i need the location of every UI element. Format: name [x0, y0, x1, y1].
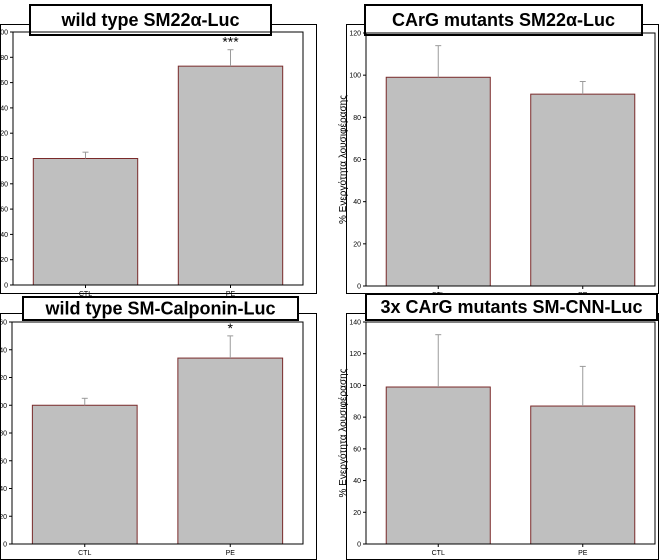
y-tick-label: 120 [349, 351, 361, 358]
chart-panel-4: 3x CArG mutants SM-CNN-Luc 0 20 40 60 80 100 12… [337, 293, 659, 560]
y-axis-label: % Ενεργότητα λουσιφέρασης [337, 95, 349, 224]
plot-area-frame [11, 321, 304, 545]
y-tick-label: 140 [0, 105, 8, 112]
y-tick-label: 200 [0, 30, 8, 37]
chart-title: CArG mutants SM22α-Luc [392, 10, 615, 30]
x-tick-label: PE [226, 291, 236, 298]
bar-ctl [385, 386, 491, 545]
y-tick-label: 140 [349, 320, 361, 327]
y-tick-label: 80 [0, 181, 8, 188]
chart-title-box [29, 4, 272, 36]
y-tick-label: 120 [0, 131, 8, 138]
x-tick-label: CTL [79, 291, 92, 298]
significance-label: * [228, 320, 234, 336]
y-tick-label: 40 [353, 478, 361, 485]
y-tick-label: 20 [0, 514, 7, 521]
y-tick-label: 20 [353, 510, 361, 517]
plot-area-frame [12, 31, 304, 286]
y-tick-label: 40 [0, 486, 7, 493]
bar-pe [530, 405, 636, 545]
y-axis-label: % Ενεργότητα λουσιφέρασης [337, 368, 349, 497]
chart-title-box [365, 293, 658, 321]
chart-panel-2: CArG mutants SM22α-Luc 0 20 40 60 80 100 120 % Ε… [337, 4, 659, 299]
bar-pe [530, 93, 636, 287]
chart-title: wild type SM22α-Luc [60, 10, 239, 30]
bar-pe [177, 65, 284, 286]
y-tick-label: 0 [357, 284, 361, 291]
y-tick-label: 60 [0, 458, 7, 465]
y-tick-label: 60 [353, 446, 361, 453]
chart-panel-3: wild type SM-Calponin-Luc 0 20 40 60 80 100 120… [0, 296, 317, 560]
x-tick-label: CTL [432, 550, 445, 557]
significance-label: *** [222, 34, 239, 50]
y-tick-label: 20 [0, 257, 8, 264]
plot-area-frame [365, 32, 656, 287]
y-tick-label: 100 [0, 156, 8, 163]
y-tick-label: 180 [0, 55, 8, 62]
x-tick-label: CTL [78, 550, 91, 557]
chart-panel-1: wild type SM22α-Luc 0 20 40 60 80 100 120 140 160… [0, 4, 317, 298]
x-tick-label: PE [226, 550, 236, 557]
y-tick-label: 80 [353, 415, 361, 422]
y-tick-label: 0 [4, 283, 8, 290]
y-tick-label: 80 [0, 431, 7, 438]
plot-area-frame [365, 321, 656, 545]
y-tick-label: 120 [0, 375, 7, 382]
bar-ctl [385, 76, 491, 287]
y-tick-label: 60 [0, 207, 8, 214]
bar-ctl [31, 404, 138, 545]
chart-title: 3x CArG mutants SM-CNN-Luc [380, 297, 642, 317]
y-tick-label: 160 [0, 80, 8, 87]
y-tick-label: 140 [0, 347, 7, 354]
y-tick-label: 100 [349, 73, 361, 80]
y-tick-label: 100 [0, 403, 7, 410]
y-tick-label: 0 [357, 542, 361, 549]
chart-title-box [22, 296, 299, 321]
chart-title: wild type SM-Calponin-Luc [45, 299, 276, 319]
y-tick-label: 80 [353, 115, 361, 122]
bar-ctl [32, 158, 139, 286]
chart-title-box [364, 4, 643, 36]
bar-pe [177, 357, 284, 545]
y-tick-label: 100 [349, 383, 361, 390]
y-tick-label: 40 [0, 232, 8, 239]
x-tick-label: PE [578, 550, 588, 557]
y-tick-label: 20 [353, 241, 361, 248]
y-tick-label: 120 [349, 31, 361, 38]
y-tick-label: 0 [3, 542, 7, 549]
y-tick-label: 160 [0, 320, 7, 327]
y-tick-label: 40 [353, 199, 361, 206]
y-tick-label: 60 [353, 157, 361, 164]
